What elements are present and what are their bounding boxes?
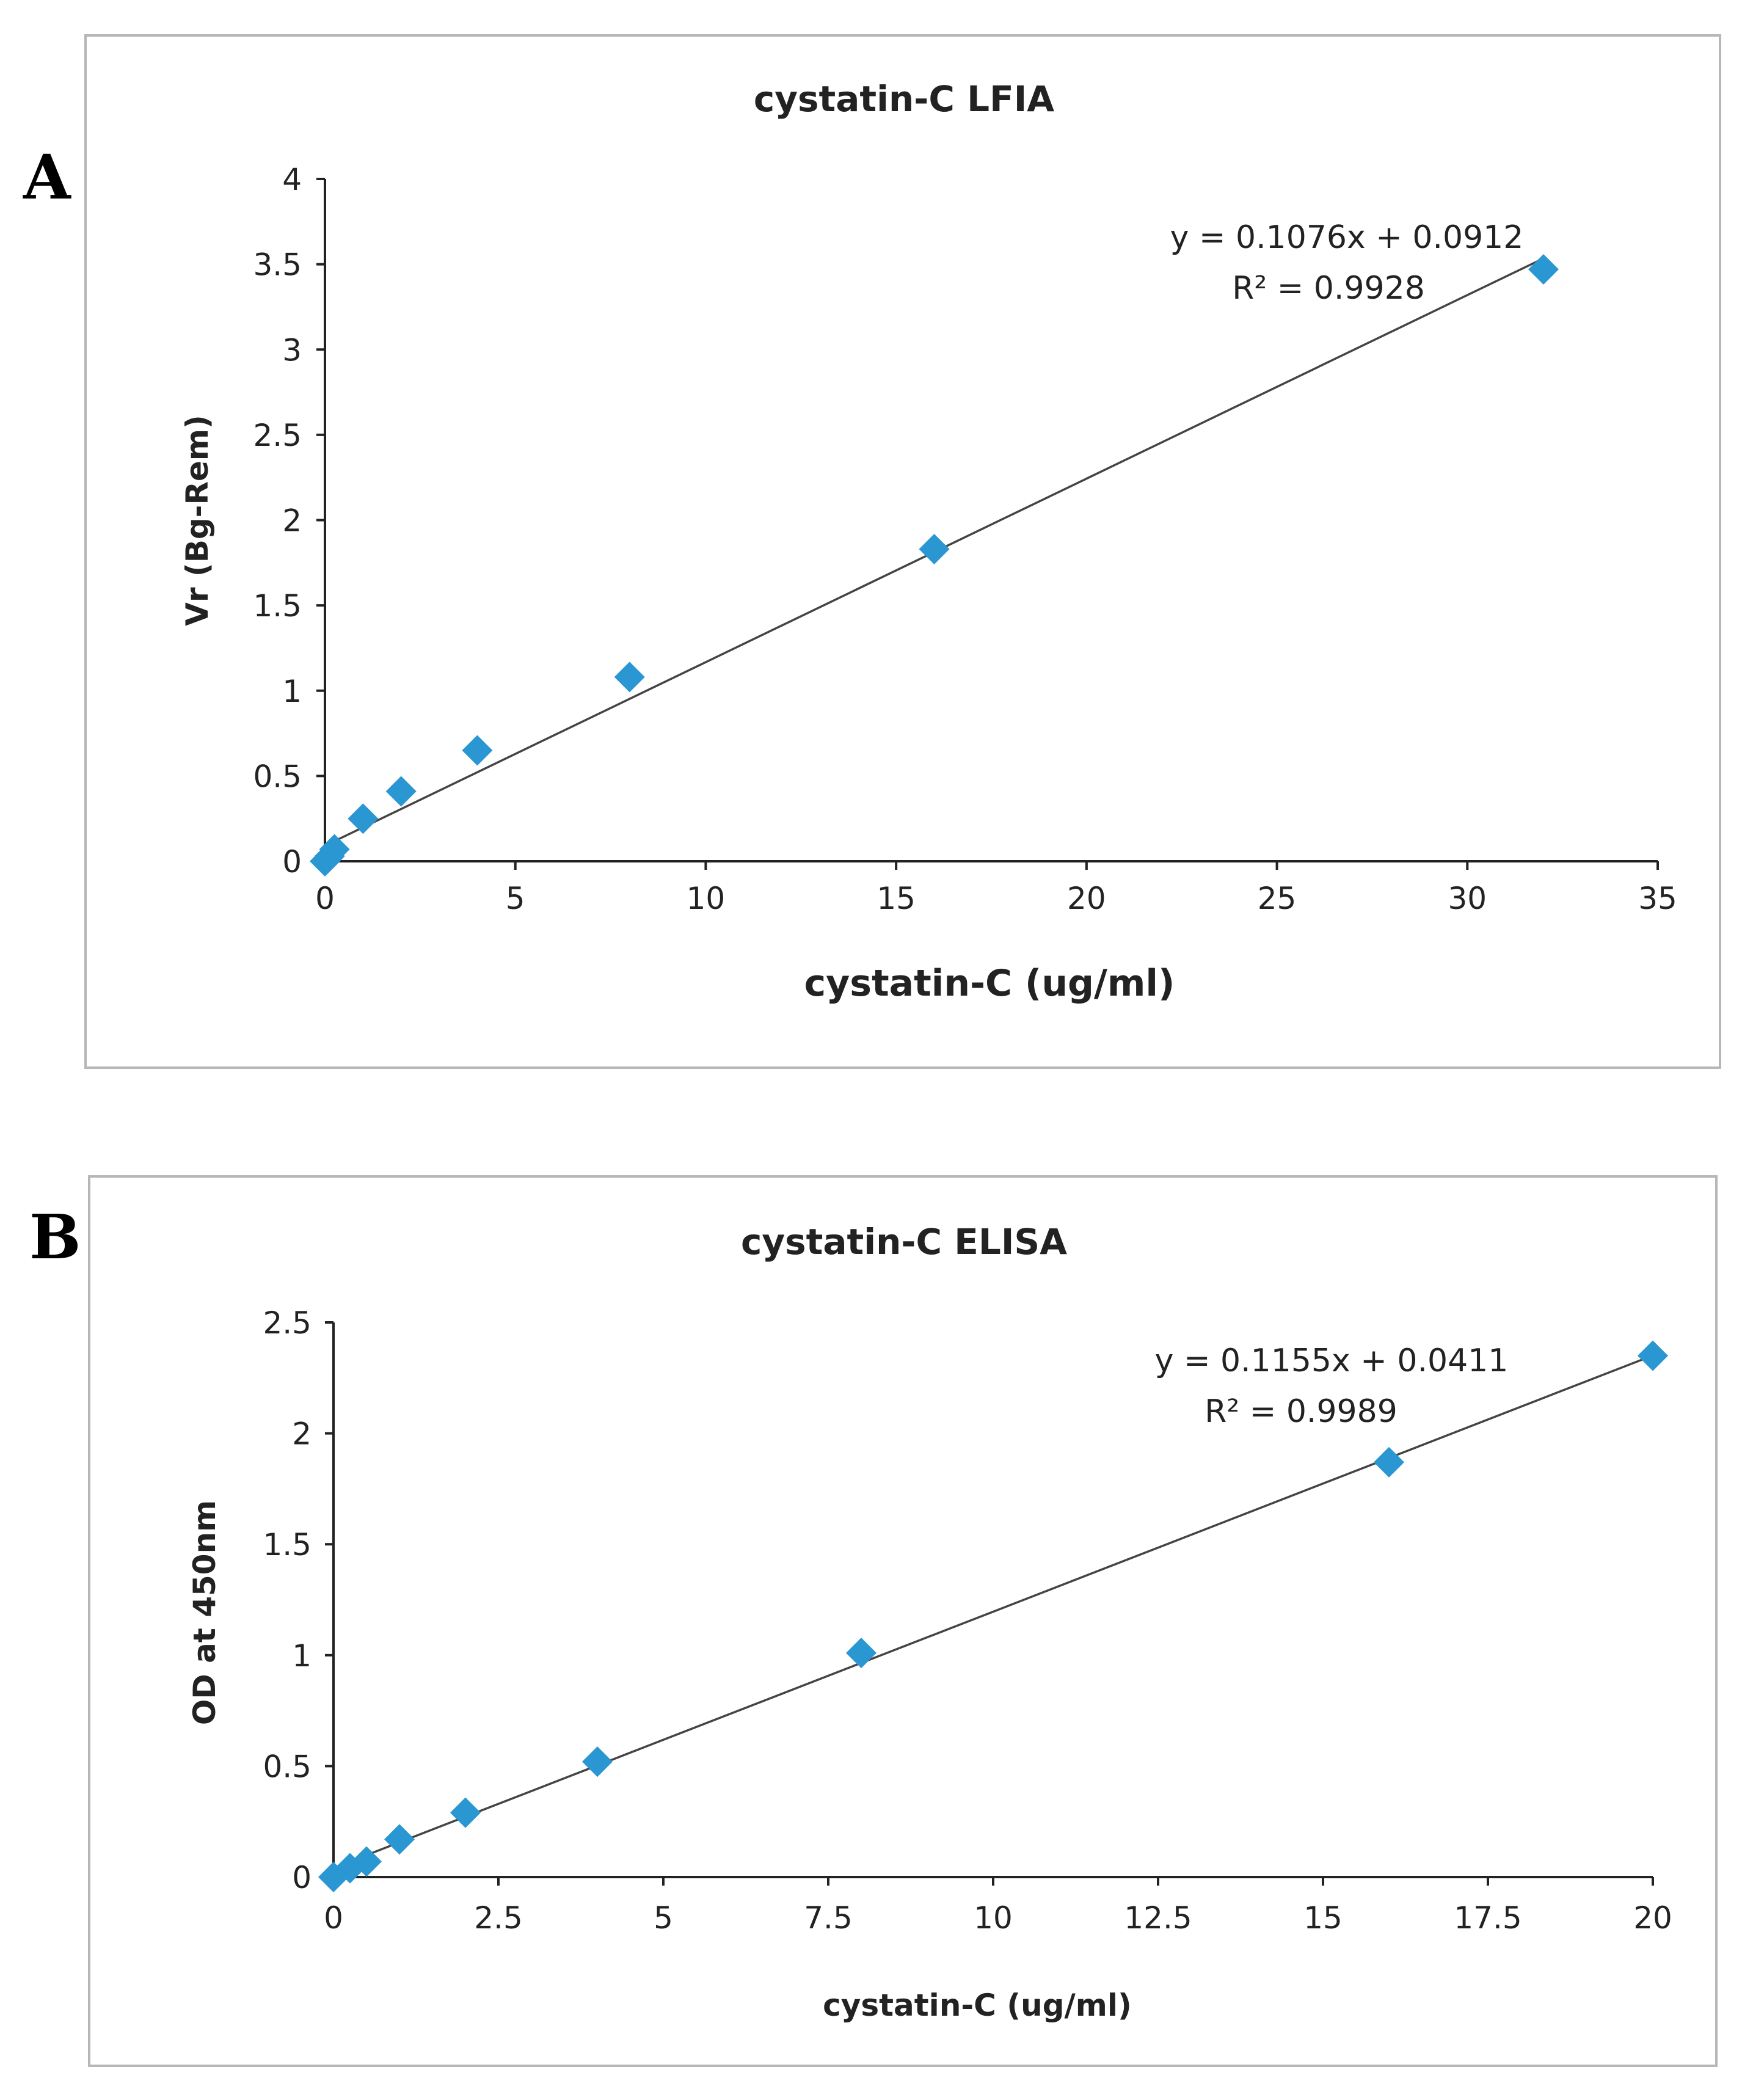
x-tick-label: 0 bbox=[315, 881, 335, 916]
data-point bbox=[384, 1824, 415, 1855]
y-tick-label: 2.5 bbox=[263, 1305, 312, 1341]
y-tick-label: 0.5 bbox=[263, 1749, 312, 1784]
y-axis-title: OD at 450nm bbox=[187, 1500, 222, 1726]
y-tick-label: 3.5 bbox=[253, 247, 302, 283]
data-point bbox=[450, 1797, 481, 1828]
data-point bbox=[1374, 1446, 1404, 1478]
x-tick-label: 30 bbox=[1448, 881, 1487, 916]
x-tick-label: 20 bbox=[1633, 1900, 1672, 1936]
r-squared-label: R² = 0.9928 bbox=[1232, 270, 1425, 307]
y-tick-label: 0.5 bbox=[253, 759, 302, 794]
x-tick-label: 7.5 bbox=[804, 1900, 853, 1936]
x-tick-label: 10 bbox=[974, 1900, 1013, 1936]
data-point bbox=[919, 533, 950, 564]
y-tick-label: 4 bbox=[282, 162, 302, 197]
x-tick-label: 2.5 bbox=[474, 1900, 523, 1936]
y-tick-label: 2 bbox=[282, 503, 302, 539]
data-point bbox=[614, 662, 645, 693]
x-tick-label: 5 bbox=[506, 881, 525, 916]
data-point bbox=[348, 803, 379, 834]
data-point bbox=[1528, 254, 1559, 285]
x-tick-label: 12.5 bbox=[1124, 1900, 1192, 1936]
x-tick-label: 0 bbox=[324, 1900, 343, 1936]
trendline-equation: y = 0.1155x + 0.0411 bbox=[1155, 1343, 1509, 1379]
x-tick-label: 17.5 bbox=[1454, 1900, 1522, 1936]
data-point bbox=[385, 776, 417, 807]
y-tick-label: 2 bbox=[292, 1416, 312, 1452]
trendline-equation: y = 0.1076x + 0.0912 bbox=[1170, 219, 1524, 256]
y-tick-label: 2.5 bbox=[253, 418, 302, 453]
x-tick-label: 15 bbox=[876, 881, 916, 916]
x-tick-label: 10 bbox=[687, 881, 726, 916]
data-point bbox=[846, 1638, 876, 1669]
data-point bbox=[351, 1846, 382, 1877]
y-tick-label: 0 bbox=[282, 844, 302, 880]
data-point bbox=[319, 834, 350, 865]
panel-letter: A bbox=[23, 141, 71, 213]
y-tick-label: 0 bbox=[292, 1860, 312, 1895]
chart-title: cystatin-C LFIA bbox=[754, 78, 1054, 120]
chart-frame bbox=[84, 34, 1721, 1069]
data-point bbox=[1638, 1340, 1668, 1371]
y-tick-label: 1 bbox=[292, 1638, 312, 1674]
r-squared-label: R² = 0.9989 bbox=[1204, 1393, 1398, 1430]
y-tick-label: 3 bbox=[282, 332, 302, 368]
chart-title: cystatin-C ELISA bbox=[741, 1221, 1067, 1263]
x-tick-label: 5 bbox=[654, 1900, 673, 1936]
y-axis-title: Vr (Bg-Rem) bbox=[180, 415, 215, 626]
x-tick-label: 25 bbox=[1258, 881, 1297, 916]
x-tick-label: 35 bbox=[1638, 881, 1677, 916]
panel-letter: B bbox=[29, 1201, 81, 1273]
chart-frame bbox=[88, 1175, 1718, 2067]
x-tick-label: 20 bbox=[1067, 881, 1106, 916]
x-axis-title: cystatin-C (ug/ml) bbox=[823, 1988, 1132, 2023]
data-point bbox=[462, 735, 493, 766]
x-axis-title: cystatin-C (ug/ml) bbox=[804, 962, 1175, 1005]
data-point bbox=[582, 1746, 613, 1777]
x-tick-label: 15 bbox=[1303, 1900, 1343, 1936]
y-tick-label: 1.5 bbox=[253, 588, 302, 624]
y-tick-label: 1.5 bbox=[263, 1527, 312, 1562]
y-tick-label: 1 bbox=[282, 674, 302, 709]
trendline bbox=[333, 1354, 1653, 1869]
